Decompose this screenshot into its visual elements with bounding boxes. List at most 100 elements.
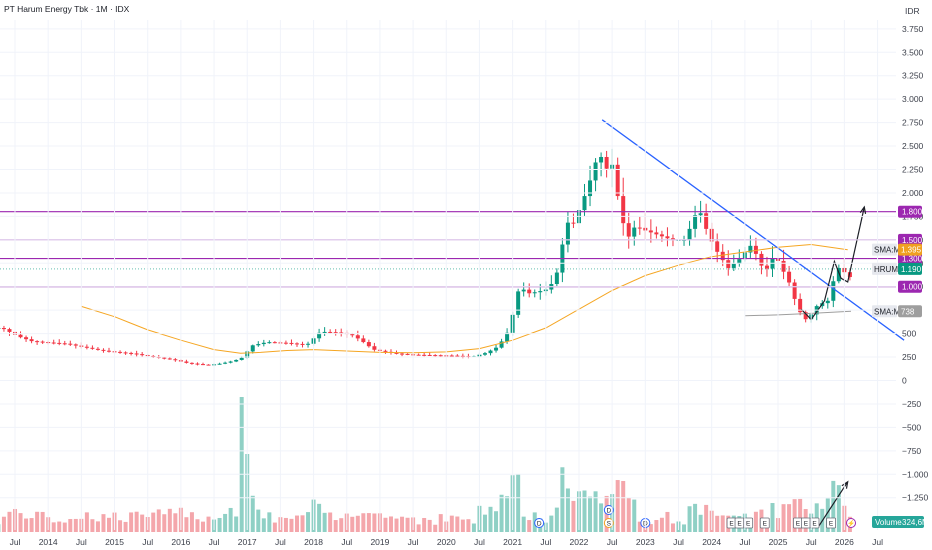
volume-bar bbox=[339, 518, 344, 532]
volume-bar bbox=[151, 512, 156, 532]
volume-bar bbox=[422, 517, 427, 532]
volume-bar bbox=[300, 515, 305, 532]
candle-body bbox=[588, 180, 593, 197]
earnings-marker-label: E bbox=[737, 521, 742, 528]
volume-bar bbox=[626, 497, 631, 532]
volume-bar bbox=[272, 522, 277, 532]
events-layer: DDSDEEEEEEEE⚡ bbox=[534, 505, 857, 529]
volume-bar bbox=[200, 521, 205, 532]
volume-tag-value: 324,6M bbox=[902, 518, 929, 527]
candle-body bbox=[366, 342, 371, 347]
candle-body bbox=[416, 354, 421, 356]
candle-body bbox=[538, 291, 543, 293]
volume-bar bbox=[283, 517, 288, 532]
candle-body bbox=[482, 353, 487, 355]
volume-bar bbox=[366, 513, 371, 532]
earnings-marker-label: E bbox=[812, 521, 817, 528]
volume-bar bbox=[654, 520, 659, 532]
time-tick-label: 2024 bbox=[702, 537, 721, 547]
price-tag-value-box bbox=[898, 262, 922, 275]
candle-body bbox=[654, 232, 659, 235]
volume-bar bbox=[582, 490, 587, 532]
candle-body bbox=[283, 342, 288, 344]
candle-body bbox=[648, 230, 653, 233]
candle-body bbox=[1, 327, 6, 330]
volume-bar bbox=[400, 516, 405, 532]
volume-bar bbox=[29, 518, 34, 532]
volume-bar bbox=[388, 516, 393, 532]
volume-bar bbox=[405, 517, 410, 532]
price-tag-value: 1.190 bbox=[901, 265, 922, 274]
time-tick-label: Jul bbox=[275, 537, 286, 547]
candle-body bbox=[289, 342, 294, 344]
candle-body bbox=[433, 355, 438, 357]
candle-body bbox=[250, 345, 255, 352]
downtrend-line bbox=[601, 119, 905, 341]
volume-bar bbox=[554, 507, 559, 532]
price-tick-label: 500 bbox=[902, 329, 916, 339]
volume-bar bbox=[394, 518, 399, 532]
volume-bar bbox=[18, 513, 23, 532]
dividend-marker bbox=[603, 505, 614, 515]
volume-bar bbox=[836, 485, 841, 532]
axes-layer: 3.750 3.500 3.250 3.000 2.750 2.500 2.250 2.000… bbox=[0, 20, 929, 547]
volume-bar bbox=[261, 518, 266, 532]
candle-body bbox=[693, 215, 698, 229]
time-tick-label: 2019 bbox=[370, 537, 389, 547]
candle-body bbox=[698, 213, 703, 216]
volume-bar bbox=[289, 518, 294, 532]
candle-body bbox=[798, 298, 803, 313]
chart-title: PT Harum Energy Tbk · 1M · IDX bbox=[4, 4, 130, 14]
candle-body bbox=[494, 347, 499, 351]
candle-body bbox=[626, 223, 631, 237]
volume-bar bbox=[195, 519, 200, 532]
level-price-tag-label: 1.500 bbox=[902, 236, 923, 245]
time-tick-label: Jul bbox=[872, 537, 883, 547]
volume-bar bbox=[51, 522, 56, 532]
candle-body bbox=[438, 355, 443, 357]
candle-body bbox=[223, 362, 228, 364]
price-tag-value-box bbox=[898, 243, 922, 256]
level-price-tag bbox=[898, 233, 922, 246]
candle-body bbox=[781, 260, 786, 272]
candle-body bbox=[106, 350, 111, 352]
candle-body bbox=[400, 353, 405, 355]
volume-bar bbox=[516, 474, 521, 532]
volume-bar bbox=[234, 516, 239, 532]
volume-bar bbox=[7, 511, 12, 532]
volume-bar bbox=[682, 524, 687, 532]
price-tag-name: SMA:MA bbox=[874, 246, 906, 255]
volume-bar bbox=[488, 506, 493, 532]
candle-body bbox=[272, 342, 277, 344]
volume-bar bbox=[637, 521, 642, 532]
volume-bar bbox=[693, 503, 698, 532]
candle-body bbox=[460, 355, 465, 357]
volume-bar bbox=[648, 524, 653, 532]
time-tick-label: Jul bbox=[739, 537, 750, 547]
candle-body bbox=[134, 353, 139, 355]
candle-body bbox=[228, 361, 233, 363]
level-price-tag bbox=[898, 205, 922, 218]
candle-body bbox=[317, 332, 322, 339]
volume-bar bbox=[670, 523, 675, 532]
price-tag-name: HRUM bbox=[874, 265, 898, 274]
volume-bar bbox=[333, 520, 338, 532]
time-tick-label: 2023 bbox=[636, 537, 655, 547]
candle-body bbox=[267, 342, 272, 344]
candle-body bbox=[731, 263, 736, 268]
earnings-marker bbox=[826, 517, 837, 529]
candle-body bbox=[455, 355, 460, 357]
level-price-tag-label: 1.800 bbox=[902, 208, 923, 217]
volume-bar bbox=[787, 504, 792, 532]
time-tick-label: Jul bbox=[806, 537, 817, 547]
volume-bar bbox=[632, 499, 637, 532]
candle-body bbox=[333, 332, 338, 334]
volume-bar bbox=[449, 515, 454, 532]
volume-bar bbox=[781, 504, 786, 532]
dividend-marker bbox=[534, 518, 545, 528]
time-tick-label: Jul bbox=[408, 537, 419, 547]
candle-body bbox=[753, 245, 758, 254]
time-tick-label: 2018 bbox=[304, 537, 323, 547]
price-tick-label: −250 bbox=[902, 399, 921, 409]
